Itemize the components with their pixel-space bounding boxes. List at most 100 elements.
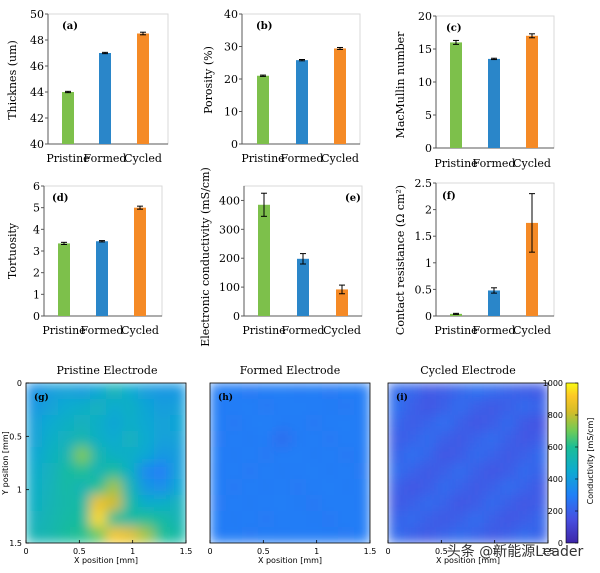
heatmap-cell [154,399,171,416]
panel-f-cat-formed: Formed [473,324,516,337]
heatmap-cell [258,527,275,543]
panel-c-tag: (c) [446,23,462,34]
heatmap-cell [436,511,453,528]
panel-b: Porosity (%) (b) Pristine Formed Cycled … [202,8,361,165]
heatmap-cell [258,383,275,400]
y-tick-label: 46 [30,60,44,73]
panel-e-cat-formed: Formed [282,324,325,337]
heatmap-cell [338,527,355,543]
heatmap-cell [322,495,339,512]
heatmap-cell [354,447,370,464]
heatmap-cell [138,463,155,480]
panel-b-ylabel: Porosity (%) [202,46,215,114]
y-tick-label: 400 [219,194,240,207]
heatmap-cells [26,383,186,543]
heatmap-cell [306,511,323,528]
heatmap-cell [404,495,421,512]
heatmap-cell [500,447,517,464]
heatmap-cell [170,399,186,416]
heatmap-cell [170,527,186,543]
heatmap-cell [106,399,123,416]
heatmap-cell [516,383,533,400]
heatmap-cell [388,415,405,432]
heatmap-cell [122,447,139,464]
heatmap-cell [388,479,405,496]
heatmap-cell [74,431,91,448]
heatmap-cell [322,479,339,496]
heatmap-cell [26,495,43,512]
heatmap-cell [58,383,75,400]
panel-c-cat-pristine: Pristine [434,157,477,170]
panel-i-title: Cycled Electrode [420,364,515,377]
heatmap-cell [138,511,155,528]
heatmap-cell [532,447,548,464]
heatmap-cell [274,383,291,400]
heatmap-cell [516,511,533,528]
heatmap-cell [226,495,243,512]
heatmap-cell [354,527,370,543]
heatmap-cell [42,511,59,528]
heatmap-cell [274,479,291,496]
heatmap-cell [532,415,548,432]
heatmap-cell [500,463,517,480]
x-tick-label: 1.5 [542,547,555,556]
x-tick-label: 0 [207,547,212,556]
heatmap-cell [500,511,517,528]
heatmap-cell [210,527,227,543]
heatmap-cell [532,511,548,528]
heatmap-cell [138,447,155,464]
bar-formed [96,241,108,316]
heatmap-cell [106,511,123,528]
watermark: 头条 @新能源Leader [447,543,584,560]
heatmap-cell [74,527,91,543]
panel-f-cat-pristine: Pristine [434,324,477,337]
y-tick-label: 6 [33,180,40,193]
bar-pristine [450,42,462,148]
x-tick-label: 0.5 [257,547,270,556]
heatmap-cell [154,431,171,448]
heatmap-cell [122,431,139,448]
heatmap-cell [122,527,139,543]
panel-a-cat-pristine: Pristine [46,152,89,165]
y-tick-label: 1 [33,288,40,301]
heatmap-cell [306,495,323,512]
heatmap-cell [74,383,91,400]
y-tick-label: 2.5 [415,177,433,190]
heatmap-cell [452,447,469,464]
heatmap-cell [500,479,517,496]
heatmap-cell [26,447,43,464]
heatmap-cell [90,415,107,432]
panel-d-tag: (d) [52,193,68,204]
panel-c-cat-formed: Formed [473,157,516,170]
panel-d-cat-formed: Formed [81,324,124,337]
heatmap-tag: (i) [396,392,408,403]
heatmap-cell [122,415,139,432]
heatmap-cell [338,479,355,496]
bar-cycled [134,207,146,316]
heatmap-cell [74,479,91,496]
heatmap-cell [226,527,243,543]
panel-e-ylabel: Electronic conductivity (mS/cm) [199,167,212,347]
heatmap-cell [90,431,107,448]
y-tick-label: 20 [224,73,238,86]
heatmap-tag: (g) [34,392,49,403]
heatmap-cell [516,447,533,464]
heatmap-cell [452,415,469,432]
heatmap-cell [170,431,186,448]
y-tick-label: 1 [17,486,22,495]
heatmap-cell [468,431,485,448]
heatmap-cell [404,383,421,400]
heatmap-cell [338,399,355,416]
heatmap-cell [500,415,517,432]
heatmap-cell [170,495,186,512]
heatmap-cell [468,511,485,528]
heatmap-cell [290,511,307,528]
heatmap-cell [154,447,171,464]
heatmap-cell [468,415,485,432]
heatmap-cell [290,463,307,480]
heatmap-cell [436,399,453,416]
x-tick-label: 1 [314,547,319,556]
heatmap-cell [420,527,437,543]
heatmap-cell [468,527,485,543]
